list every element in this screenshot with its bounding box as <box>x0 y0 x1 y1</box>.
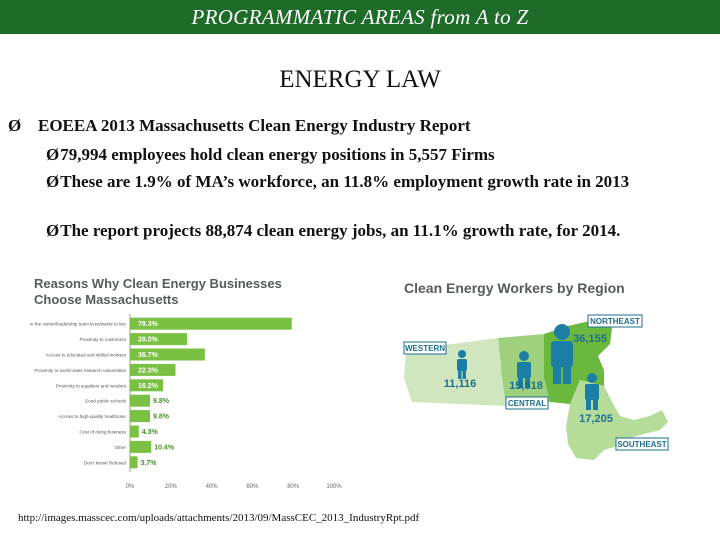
x-tick-label: 60% <box>246 484 259 490</box>
region-count-western: 11,116 <box>444 378 476 390</box>
region-name-central: CENTRAL <box>508 399 546 408</box>
sub-bullet-text: 79,994 employees hold clean energy posit… <box>60 145 495 164</box>
value-label: 28.0% <box>138 337 159 344</box>
bullet-main: Ø EOEEA 2013 Massachusetts Clean Energy I… <box>8 116 471 136</box>
x-tick-label: 80% <box>287 484 300 490</box>
bar <box>130 440 152 453</box>
value-label: 9.8% <box>153 414 170 421</box>
region-map: WESTERN CENTRAL NORTHEAST SOUTHEAST 11,1… <box>398 298 674 493</box>
person-icon <box>585 373 599 410</box>
person-icon <box>551 324 573 384</box>
value-label: 10.4% <box>154 444 175 451</box>
value-label: 9.8% <box>153 398 170 405</box>
category-label: Cost of doing business <box>80 430 127 435</box>
banner-text: PROGRAMMATIC AREAS from A to Z <box>191 4 529 29</box>
bar <box>130 317 292 330</box>
chart-title: Reasons Why Clean Energy Businesses Choo… <box>34 276 282 307</box>
region-tag <box>505 396 549 410</box>
value-label: 79.3% <box>138 321 159 328</box>
region-western-shape <box>404 338 506 406</box>
map-title: Clean Energy Workers by Region <box>404 280 625 296</box>
x-tick-label: 40% <box>206 484 219 490</box>
value-label: 4.3% <box>142 429 159 436</box>
massachusetts-map: WESTERN CENTRAL NORTHEAST SOUTHEAST 11,1… <box>403 314 669 460</box>
bar <box>130 425 139 438</box>
bar <box>130 348 205 361</box>
region-name-northeast: NORTHEAST <box>590 317 640 326</box>
category-label: Don't know/ Refused <box>84 460 127 465</box>
bar <box>130 379 164 392</box>
sub-bullet: ØThe report projects 88,874 clean energy… <box>46 219 696 243</box>
value-label: 3.7% <box>141 460 158 467</box>
category-label: Good public schools <box>85 399 127 404</box>
region-count-central: 15,518 <box>509 380 543 392</box>
region-tag <box>587 314 643 328</box>
bar <box>130 456 138 469</box>
source-url: http://images.masscec.com/uploads/attach… <box>18 512 420 524</box>
category-label: It is where the owner/leadership team li… <box>30 322 126 327</box>
header-banner: PROGRAMMATIC AREAS from A to Z <box>0 0 720 34</box>
region-count-northeast: 36,155 <box>573 333 607 345</box>
bullet-arrow-icon: Ø <box>8 116 22 135</box>
reasons-bar-chart: It is where the owner/leadership team li… <box>13 312 350 507</box>
x-tick-label: 100% <box>326 484 342 490</box>
category-label: Access to high-quality healthcare <box>59 414 127 419</box>
value-label: 22.3% <box>138 367 159 374</box>
region-name-southeast: SOUTHEAST <box>617 440 666 449</box>
bullet-arrow-icon: Ø <box>46 221 60 240</box>
region-tag <box>403 341 447 355</box>
bullet-main-text: EOEEA 2013 Massachusetts Clean Energy In… <box>38 116 471 135</box>
region-tag <box>615 437 669 451</box>
x-tick-label: 20% <box>165 484 178 490</box>
bar-chart-svg: It is where the owner/leadership team li… <box>13 314 342 490</box>
sub-bullet-text: These are 1.9% of MA’s workforce, an 11.… <box>60 172 630 191</box>
value-label: 16.2% <box>138 383 159 390</box>
sub-bullet: ØThese are 1.9% of MA’s workforce, an 11… <box>46 170 696 194</box>
category-label: Other <box>115 445 127 450</box>
bullet-arrow-icon: Ø <box>46 172 60 191</box>
bar <box>130 394 150 407</box>
region-name-western: WESTERN <box>405 344 445 353</box>
value-label: 36.7% <box>138 352 159 359</box>
x-tick-label: 0% <box>126 484 135 490</box>
sub-bullet-text: The report projects 88,874 clean energy … <box>60 221 621 240</box>
category-label: Access to educated and skilled workers <box>46 353 127 358</box>
category-label: Proximity to suppliers and vendors <box>56 383 127 388</box>
person-icon <box>457 350 467 379</box>
region-count-southeast: 17,205 <box>579 413 613 425</box>
bar <box>130 410 150 423</box>
bar <box>130 363 176 376</box>
bar <box>130 333 188 346</box>
bullet-arrow-icon: Ø <box>46 145 60 164</box>
slide-title: ENERGY LAW <box>279 66 441 93</box>
category-label: Proximity to world-class research univer… <box>34 368 126 373</box>
category-label: Proximity to customers <box>80 337 127 342</box>
sub-bullet: Ø79,994 employees hold clean energy posi… <box>46 143 696 167</box>
person-icon <box>517 351 531 388</box>
